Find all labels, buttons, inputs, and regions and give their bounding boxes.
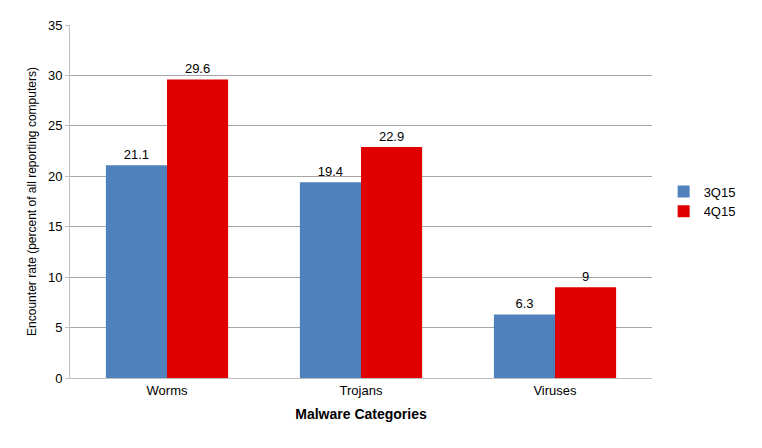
svg-text:Encounter rate (percent of all: Encounter rate (percent of all reporting… [25,67,39,336]
svg-text:Worms: Worms [147,383,188,398]
svg-text:30: 30 [48,68,62,83]
svg-text:Viruses: Viruses [533,383,577,398]
svg-text:Trojans: Trojans [340,383,383,398]
svg-text:20: 20 [48,169,62,184]
svg-text:29.6: 29.6 [185,61,210,76]
svg-text:19.4: 19.4 [318,164,343,179]
svg-text:4Q15: 4Q15 [704,204,736,219]
svg-text:10: 10 [48,270,62,285]
svg-text:25: 25 [48,118,62,133]
svg-text:15: 15 [48,219,62,234]
svg-text:3Q15: 3Q15 [704,185,736,200]
svg-text:Malware Categories: Malware Categories [295,406,427,422]
svg-text:21.1: 21.1 [124,147,149,162]
svg-text:22.9: 22.9 [379,129,404,144]
svg-text:35: 35 [48,18,62,33]
svg-text:0: 0 [55,371,62,386]
svg-text:5: 5 [55,320,62,335]
svg-text:6.3: 6.3 [515,296,533,311]
svg-text:9: 9 [582,269,589,284]
